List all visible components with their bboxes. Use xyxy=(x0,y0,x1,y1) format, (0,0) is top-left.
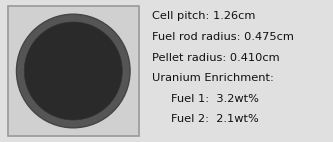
Text: Cell pitch: 1.26cm: Cell pitch: 1.26cm xyxy=(152,11,255,21)
Circle shape xyxy=(16,14,130,128)
Text: Fuel 1:  3.2wt%: Fuel 1: 3.2wt% xyxy=(171,94,259,104)
Circle shape xyxy=(24,22,122,120)
Text: Pellet radius: 0.410cm: Pellet radius: 0.410cm xyxy=(152,53,280,62)
Text: Fuel rod radius: 0.475cm: Fuel rod radius: 0.475cm xyxy=(152,32,294,42)
Text: Fuel 2:  2.1wt%: Fuel 2: 2.1wt% xyxy=(171,114,258,124)
Text: Uranium Enrichment:: Uranium Enrichment: xyxy=(152,73,274,83)
